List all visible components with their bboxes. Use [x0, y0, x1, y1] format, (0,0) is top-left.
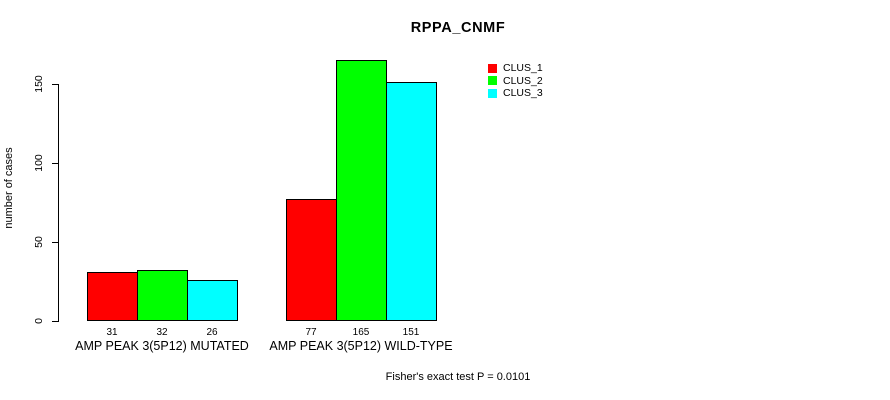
y-axis-line [58, 84, 59, 321]
legend: CLUS_1 CLUS_2 CLUS_3 [488, 62, 543, 100]
bar-clus_1-group2 [286, 199, 337, 321]
legend-label: CLUS_3 [503, 87, 543, 99]
y-tick-label: 50 [33, 236, 45, 248]
bar-clus_3-group1 [187, 280, 238, 321]
bar-value-label: 32 [156, 327, 168, 338]
y-tick-label: 150 [33, 75, 45, 93]
category-label: AMP PEAK 3(5P12) MUTATED [75, 339, 249, 353]
legend-row: CLUS_2 [488, 75, 543, 88]
legend-row: CLUS_3 [488, 87, 543, 100]
bar-clus_1-group1 [87, 272, 138, 321]
y-tick-label: 100 [33, 154, 45, 172]
bar-value-label: 151 [402, 327, 420, 338]
y-tick-mark [52, 162, 59, 164]
y-tick-mark [52, 241, 59, 243]
legend-label: CLUS_1 [503, 62, 543, 74]
fisher-test-annotation: Fisher's exact test P = 0.0101 [385, 371, 531, 383]
legend-swatch-clus_2 [488, 76, 497, 86]
y-tick-mark [52, 83, 59, 85]
bar-value-label: 165 [352, 327, 370, 338]
bar-value-label: 26 [206, 327, 218, 338]
chart-title: RPPA_CNMF [410, 20, 506, 36]
bar-clus_3-group2 [386, 82, 437, 321]
category-label: AMP PEAK 3(5P12) WILD-TYPE [269, 339, 453, 353]
bar-value-label: 31 [106, 327, 118, 338]
legend-label: CLUS_2 [503, 74, 543, 87]
bar-value-label: 77 [305, 327, 317, 338]
legend-swatch-clus_1 [488, 63, 497, 73]
y-tick-mark [52, 320, 59, 322]
bar-clus_2-group1 [137, 270, 188, 321]
bar-clus_2-group2 [336, 60, 387, 321]
y-axis-label: number of cases [3, 147, 15, 229]
legend-row: CLUS_1 [488, 62, 543, 75]
y-tick-label: 0 [33, 318, 45, 324]
legend-swatch-clus_3 [488, 88, 497, 98]
